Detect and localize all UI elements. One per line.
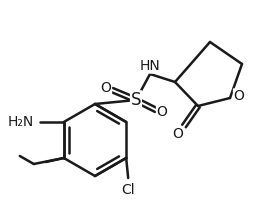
Text: O: O (157, 105, 168, 119)
Text: O: O (172, 127, 183, 141)
Text: O: O (101, 81, 112, 95)
Text: O: O (234, 89, 245, 103)
Text: Cl: Cl (121, 183, 135, 197)
Text: S: S (131, 91, 141, 109)
Text: HN: HN (140, 59, 160, 73)
Text: H₂N: H₂N (8, 115, 34, 129)
